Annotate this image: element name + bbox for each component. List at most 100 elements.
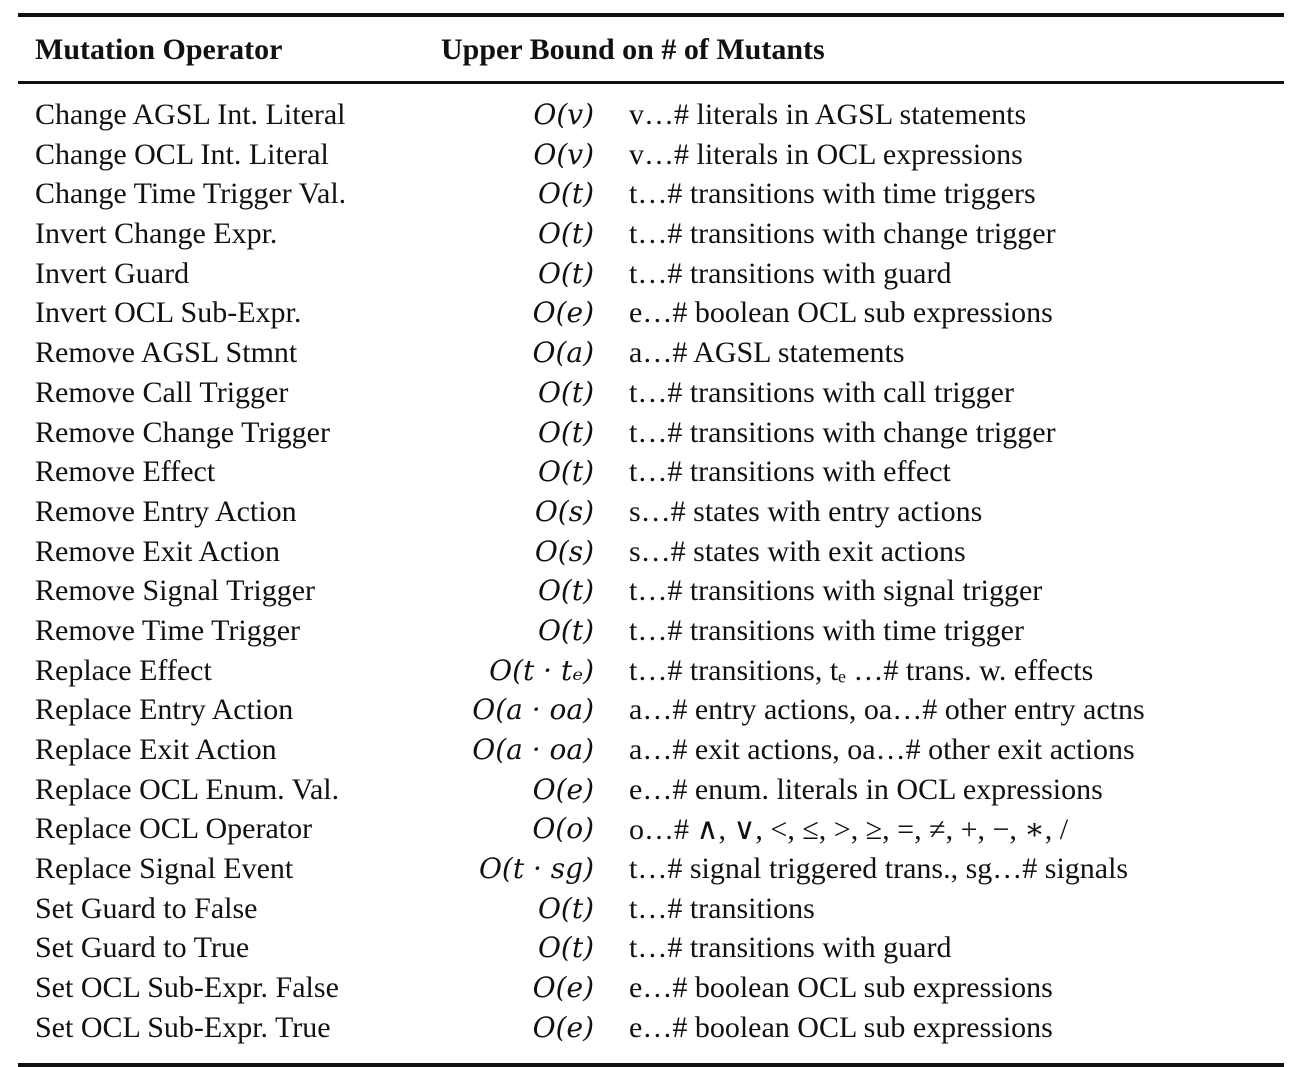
- cell-description: e…# boolean OCL sub expressions: [629, 296, 1053, 330]
- cell-description: t…# transitions with guard: [629, 256, 952, 290]
- cell-upper-bound: O(a): [532, 336, 595, 370]
- table-header-row: Mutation Operator Upper Bound on # of Mu…: [18, 17, 1284, 81]
- cell-mutation-operator: Set Guard to True: [35, 931, 250, 965]
- table-row: Invert Guard O(t) t…# transitions with gua…: [18, 257, 1284, 297]
- cell-mutation-operator: Remove Exit Action: [35, 534, 280, 568]
- cell-mutation-operator: Remove AGSL Stmnt: [35, 336, 298, 370]
- cell-description: t…# transitions with signal trigger: [629, 574, 1043, 608]
- mutation-operator-table: Mutation Operator Upper Bound on # of Mu…: [18, 13, 1284, 1067]
- table-row: Remove Call Trigger O(t) t…# transitions w…: [18, 376, 1284, 416]
- cell-upper-bound: O(t): [537, 415, 594, 449]
- cell-mutation-operator: Remove Call Trigger: [35, 375, 289, 409]
- header-upper-bound: Upper Bound on # of Mutants: [441, 33, 825, 66]
- cell-mutation-operator: Set OCL Sub-Expr. True: [35, 1010, 331, 1044]
- cell-description: v…# literals in AGSL statements: [629, 98, 1027, 131]
- cell-upper-bound: O(t · sg): [478, 852, 594, 886]
- table-row: Replace Exit Action O(a · oa) a…# exit act…: [18, 733, 1284, 773]
- cell-description: a…# AGSL statements: [629, 336, 905, 370]
- table-row: Set Guard to False O(t) t…# transitions: [18, 892, 1284, 932]
- cell-upper-bound: O(t): [537, 613, 594, 647]
- table-row: Set OCL Sub-Expr. True O(e) e…# boolean OC…: [18, 1011, 1284, 1051]
- cell-mutation-operator: Invert OCL Sub-Expr.: [35, 296, 302, 330]
- table-row: Remove Effect O(t) t…# transitions with ef…: [18, 455, 1284, 495]
- cell-mutation-operator: Replace OCL Operator: [35, 812, 313, 846]
- table-row: Change OCL Int. Literal O(v) v…# literals …: [18, 138, 1284, 178]
- cell-mutation-operator: Change Time Trigger Val.: [35, 177, 347, 211]
- table-top-rule: [18, 13, 1284, 17]
- cell-description: v…# literals in OCL expressions: [629, 137, 1023, 171]
- cell-upper-bound: O(v): [533, 137, 594, 171]
- table-row: Invert OCL Sub-Expr. O(e) e…# boolean OCL …: [18, 296, 1284, 336]
- cell-description: e…# boolean OCL sub expressions: [629, 971, 1053, 1005]
- cell-description: e…# enum. literals in OCL expressions: [629, 772, 1103, 806]
- table-row: Change AGSL Int. Literal O(v) v…# literals…: [18, 98, 1284, 138]
- cell-upper-bound: O(v): [533, 98, 594, 131]
- table-row: Change Time Trigger Val. O(t) t…# transiti…: [18, 177, 1284, 217]
- cell-mutation-operator: Set OCL Sub-Expr. False: [35, 971, 339, 1005]
- cell-mutation-operator: Remove Signal Trigger: [35, 574, 316, 608]
- table-row: Replace Entry Action O(a · oa) a…# entry a…: [18, 693, 1284, 733]
- table-bottom-rule: [18, 1062, 1284, 1067]
- table-row: Invert Change Expr. O(t) t…# transitions w…: [18, 217, 1284, 257]
- cell-description: t…# transitions, tₑ …# trans. w. effects: [629, 653, 1094, 687]
- cell-description: t…# transitions with change trigger: [629, 415, 1056, 449]
- cell-upper-bound: O(e): [532, 772, 594, 806]
- cell-description: t…# transitions with call trigger: [629, 375, 1014, 409]
- cell-upper-bound: O(e): [532, 296, 594, 330]
- cell-mutation-operator: Replace OCL Enum. Val.: [35, 772, 340, 806]
- cell-mutation-operator: Invert Change Expr.: [35, 217, 278, 251]
- cell-description: t…# transitions with guard: [629, 931, 952, 965]
- table-row: Remove Signal Trigger O(t) t…# transitions…: [18, 574, 1284, 614]
- cell-upper-bound: O(t · tₑ): [489, 653, 594, 687]
- cell-description: e…# boolean OCL sub expressions: [629, 1010, 1053, 1044]
- cell-description: t…# transitions with change trigger: [629, 217, 1056, 251]
- cell-upper-bound: O(o): [532, 812, 594, 846]
- cell-mutation-operator: Replace Effect: [35, 653, 212, 687]
- cell-mutation-operator: Remove Time Trigger: [35, 613, 301, 647]
- cell-description: t…# transitions with effect: [629, 455, 951, 489]
- cell-upper-bound: O(t): [537, 375, 594, 409]
- cell-description: a…# exit actions, oa…# other exit action…: [629, 733, 1135, 766]
- table-row: Remove Entry Action O(s) s…# states with e…: [18, 495, 1284, 535]
- cell-mutation-operator: Set Guard to False: [35, 891, 258, 925]
- table-row: Replace OCL Operator O(o) o…# ∧, ∨, <, ≤, …: [18, 812, 1284, 852]
- cell-description: a…# entry actions, oa…# other entry actn…: [629, 693, 1145, 727]
- table-row: Replace Effect O(t · tₑ) t…# transitions, …: [18, 654, 1284, 694]
- cell-upper-bound: O(a · oa): [472, 693, 594, 727]
- cell-description: t…# transitions: [629, 891, 815, 925]
- table-row: Remove Change Trigger O(t) t…# transitions…: [18, 416, 1284, 456]
- cell-mutation-operator: Remove Entry Action: [35, 494, 297, 528]
- cell-mutation-operator: Replace Signal Event: [35, 852, 294, 886]
- cell-mutation-operator: Remove Change Trigger: [35, 415, 330, 449]
- cell-upper-bound: O(s): [534, 534, 594, 568]
- cell-description: t…# transitions with time trigger: [629, 613, 1024, 647]
- table-row: Remove Exit Action O(s) s…# states with ex…: [18, 535, 1284, 575]
- cell-upper-bound: O(t): [537, 455, 594, 489]
- table-body: Change AGSL Int. Literal O(v) v…# literals…: [18, 84, 1284, 1051]
- table-row: Remove Time Trigger O(t) t…# transitions w…: [18, 614, 1284, 654]
- cell-description: o…# ∧, ∨, <, ≤, >, ≥, =, ≠, +, −, ∗, /: [629, 813, 1069, 847]
- cell-description: s…# states with exit actions: [629, 534, 966, 568]
- cell-mutation-operator: Change AGSL Int. Literal: [35, 98, 346, 131]
- cell-description: t…# transitions with time triggers: [629, 177, 1036, 211]
- cell-description: t…# signal triggered trans., sg…# signal…: [629, 852, 1129, 886]
- table-row: Replace Signal Event O(t · sg) t…# signal …: [18, 852, 1284, 892]
- cell-mutation-operator: Replace Exit Action: [35, 733, 277, 766]
- table-row: Set OCL Sub-Expr. False O(e) e…# boolean O…: [18, 971, 1284, 1011]
- cell-upper-bound: O(t): [537, 217, 594, 251]
- table-row: Set Guard to True O(t) t…# transitions wit…: [18, 931, 1284, 971]
- table-header-rule: [18, 81, 1284, 84]
- cell-mutation-operator: Remove Effect: [35, 455, 216, 489]
- cell-upper-bound: O(e): [532, 971, 594, 1005]
- table-row: Replace OCL Enum. Val. O(e) e…# enum. lite…: [18, 773, 1284, 813]
- cell-mutation-operator: Replace Entry Action: [35, 693, 294, 727]
- cell-upper-bound: O(e): [532, 1010, 594, 1044]
- cell-upper-bound: O(t): [537, 256, 594, 290]
- cell-description: s…# states with entry actions: [629, 494, 983, 528]
- cell-upper-bound: O(a · oa): [472, 733, 594, 766]
- cell-upper-bound: O(t): [537, 931, 594, 965]
- cell-mutation-operator: Change OCL Int. Literal: [35, 137, 329, 171]
- header-mutation-operator: Mutation Operator: [35, 33, 283, 66]
- cell-mutation-operator: Invert Guard: [35, 256, 190, 290]
